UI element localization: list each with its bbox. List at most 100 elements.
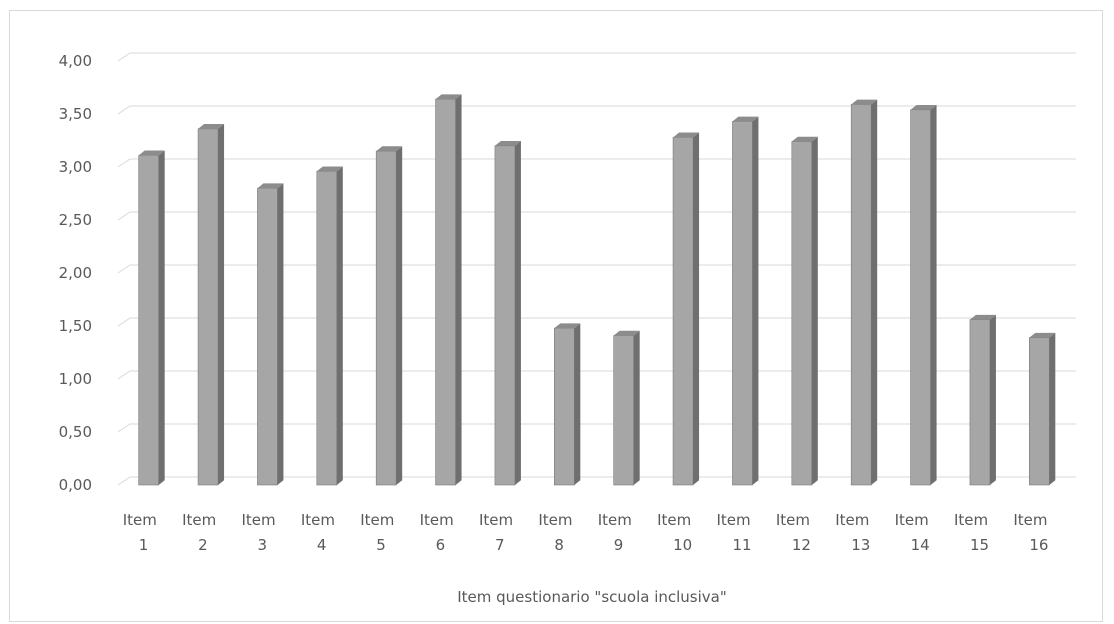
bar-top xyxy=(376,146,403,152)
bar-front xyxy=(375,150,397,486)
bar-side xyxy=(871,99,878,485)
gridline xyxy=(117,158,1076,168)
bar-side xyxy=(574,323,581,485)
gridline xyxy=(117,317,1076,327)
x-tick-label: Item 16 xyxy=(1013,511,1048,554)
bar xyxy=(850,99,878,486)
y-tick-label: 0,00 xyxy=(59,476,92,494)
bar-top xyxy=(851,99,878,105)
bar-front xyxy=(850,104,872,486)
chart-frame: 0,00 0,50 1,00 1,50 2,00 2,50 3,00 3,50 4,00 Ite… xyxy=(9,10,1103,622)
gridline xyxy=(117,105,1076,115)
bar-side xyxy=(158,150,165,486)
x-tick-label: Item 13 xyxy=(835,511,870,554)
x-axis-labels: Item 1 Item 2 Item 3 Item 4 Item 5 Item 6 Item 7 Item 8… xyxy=(123,511,1049,554)
bar-top xyxy=(494,141,521,146)
gridline xyxy=(117,52,1076,62)
gridline xyxy=(117,211,1076,221)
bar-side xyxy=(396,146,403,486)
bar-side xyxy=(930,104,937,486)
bar-front xyxy=(910,109,931,486)
bar-front xyxy=(969,319,991,486)
y-tick-label: 4,00 xyxy=(59,52,92,70)
bar-side xyxy=(752,116,759,486)
bar xyxy=(672,132,700,486)
y-tick-label: 2,50 xyxy=(59,211,92,229)
x-tick-label: Item 15 xyxy=(954,511,989,554)
bar xyxy=(494,141,521,486)
gridline xyxy=(117,370,1076,380)
y-axis-ticks: 0,00 0,50 1,00 1,50 2,00 2,50 3,00 3,50 4,00 xyxy=(59,52,92,494)
x-tick-label: Item 9 xyxy=(598,511,632,554)
bar-front xyxy=(494,145,516,486)
bar xyxy=(316,166,343,486)
bar-side xyxy=(989,314,996,485)
y-tick-label: 2,00 xyxy=(59,264,92,282)
bar xyxy=(969,314,996,486)
gridline xyxy=(117,476,1076,486)
bar-side xyxy=(811,136,818,485)
bar-top xyxy=(138,150,165,156)
bar xyxy=(613,330,640,486)
x-tick-label: Item 5 xyxy=(360,511,394,554)
bar xyxy=(435,94,462,486)
bar xyxy=(197,124,225,486)
gridline xyxy=(117,423,1076,433)
bar-top xyxy=(613,330,640,336)
bar-side xyxy=(336,166,343,485)
bar-top xyxy=(673,132,700,138)
bar-front xyxy=(732,121,753,486)
x-tick-label: Item 10 xyxy=(657,511,692,554)
bar-side xyxy=(277,183,284,485)
bar-chart: 0,00 0,50 1,00 1,50 2,00 2,50 3,00 3,50 4,00 Ite… xyxy=(59,52,1076,606)
x-tick-label: Item 8 xyxy=(538,511,572,554)
bar-side xyxy=(693,132,700,485)
y-tick-label: 1,50 xyxy=(59,317,92,335)
y-tick-label: 3,50 xyxy=(59,105,92,123)
bar xyxy=(554,323,581,486)
bar xyxy=(910,104,937,486)
y-tick-label: 3,00 xyxy=(59,158,92,176)
y-tick-label: 0,50 xyxy=(59,423,92,441)
bar-front xyxy=(435,98,456,486)
bar-front xyxy=(257,187,278,486)
bar-top xyxy=(554,323,581,329)
bar-front xyxy=(197,128,219,486)
bar-front xyxy=(1029,337,1050,486)
bar-side xyxy=(633,330,640,485)
bar-top xyxy=(910,104,937,110)
x-tick-label: Item 2 xyxy=(182,511,216,554)
gridlines xyxy=(117,52,1076,486)
bar-top xyxy=(257,183,284,189)
x-axis-title: Item questionario "scuola inclusiva" xyxy=(457,588,727,606)
x-tick-label: Item 12 xyxy=(776,511,811,554)
bar-side xyxy=(218,124,225,485)
bar-top xyxy=(969,314,996,320)
bar-front xyxy=(613,335,634,486)
bar-front xyxy=(138,155,159,486)
gridline xyxy=(117,264,1076,274)
x-tick-label: Item 11 xyxy=(716,511,751,554)
bar-side xyxy=(1049,332,1056,485)
bar-front xyxy=(316,170,338,486)
bar-side xyxy=(455,94,462,486)
bar-front xyxy=(672,137,694,486)
bar xyxy=(138,150,165,486)
x-tick-label: Item 4 xyxy=(301,511,335,554)
bar-front xyxy=(554,327,575,486)
x-tick-label: Item 6 xyxy=(420,511,454,554)
bar-top xyxy=(1029,332,1056,338)
bar-front xyxy=(791,141,813,486)
y-tick-label: 1,00 xyxy=(59,370,92,388)
bar-top xyxy=(791,136,818,142)
bar-top xyxy=(435,94,462,100)
bars xyxy=(138,94,1056,486)
bar-top xyxy=(316,166,343,172)
bar xyxy=(732,116,759,486)
bar-top xyxy=(732,116,759,122)
x-tick-label: Item 14 xyxy=(895,511,930,554)
bar-top xyxy=(198,124,225,129)
bar-side xyxy=(514,141,521,485)
x-tick-label: Item 3 xyxy=(241,511,275,554)
bar xyxy=(257,183,284,486)
